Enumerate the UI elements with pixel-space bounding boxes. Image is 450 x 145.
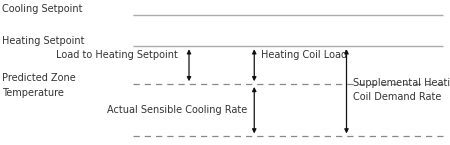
Text: Actual Sensible Cooling Rate: Actual Sensible Cooling Rate <box>107 105 248 115</box>
Text: Cooling Setpoint: Cooling Setpoint <box>2 4 83 14</box>
Text: Heating Coil Load: Heating Coil Load <box>261 50 347 60</box>
Text: Coil Demand Rate: Coil Demand Rate <box>353 92 441 102</box>
Text: Predicted Zone: Predicted Zone <box>2 73 76 83</box>
Text: Temperature: Temperature <box>2 88 64 98</box>
Text: Heating Setpoint: Heating Setpoint <box>2 36 85 46</box>
Text: Load to Heating Setpoint: Load to Heating Setpoint <box>56 50 178 60</box>
Text: Supplemental Heating: Supplemental Heating <box>353 78 450 88</box>
